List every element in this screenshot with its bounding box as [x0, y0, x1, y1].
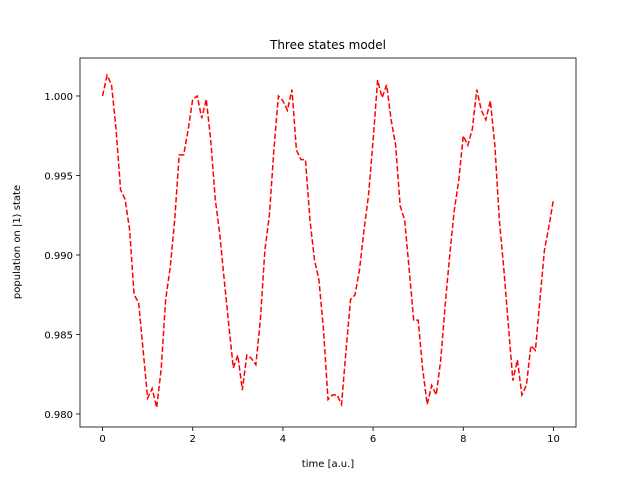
x-tick-label: 8	[460, 434, 466, 445]
y-tick-label: 0.980	[44, 410, 73, 421]
chart-title: Three states model	[269, 38, 386, 52]
y-tick-label: 0.985	[44, 330, 73, 341]
y-tick-label: 0.995	[44, 171, 73, 182]
plot-frame	[79, 57, 577, 428]
x-tick-label: 0	[99, 434, 105, 445]
data-line	[101, 73, 555, 408]
y-axis-label: population on |1⟩ state	[12, 185, 23, 299]
x-axis-label: time [a.u.]	[302, 459, 354, 470]
y-tick-label: 1.000	[44, 92, 73, 103]
x-tick-label: 10	[547, 434, 560, 445]
y-tick-label: 0.990	[44, 251, 73, 262]
x-tick-label: 2	[190, 434, 196, 445]
x-tick-label: 6	[370, 434, 376, 445]
x-tick-label: 4	[280, 434, 286, 445]
